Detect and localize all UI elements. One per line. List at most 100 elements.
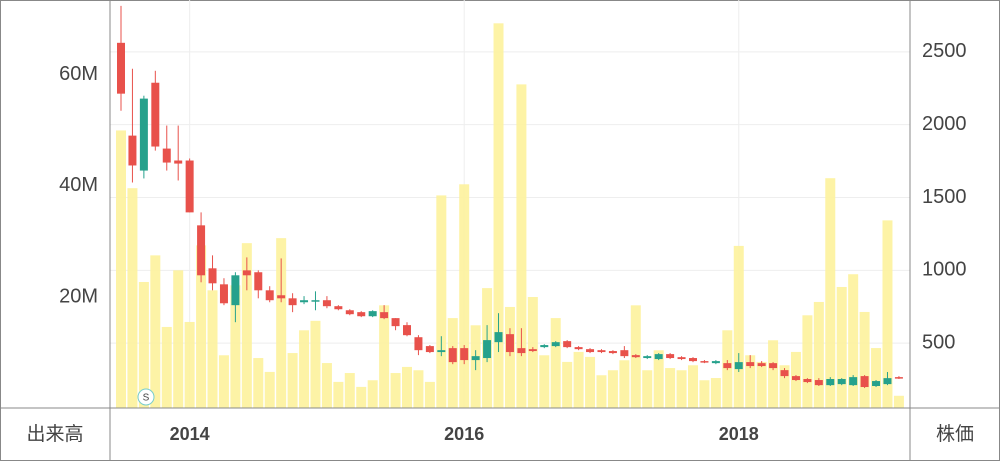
- marker-label: S: [143, 393, 150, 404]
- candle-body: [231, 275, 240, 306]
- candle-body: [746, 362, 755, 367]
- y2-tick-label: 2000: [922, 113, 967, 135]
- candle-body: [505, 334, 514, 353]
- candle-body: [540, 345, 549, 348]
- candle-body: [780, 370, 789, 377]
- candle-body: [483, 340, 492, 359]
- candle-body: [460, 348, 469, 361]
- volume-bar: [665, 368, 676, 408]
- volume-bar: [836, 286, 847, 408]
- volume-bar: [768, 340, 779, 408]
- volume-bar: [424, 381, 435, 408]
- candle-body: [254, 272, 263, 291]
- y-axis-label: 出来高: [26, 423, 83, 445]
- volume-bar: [367, 380, 378, 408]
- candle-body: [654, 354, 663, 360]
- candle-body: [219, 284, 228, 304]
- candle-body: [791, 376, 800, 381]
- volume-bar: [745, 355, 756, 408]
- volume-bar: [207, 290, 218, 408]
- volume-bar: [138, 281, 149, 408]
- volume-bar: [310, 320, 321, 408]
- candle-body: [242, 270, 251, 276]
- y-tick-label: 60M: [59, 63, 98, 85]
- volume-bar: [150, 255, 161, 408]
- volume-bar: [676, 370, 687, 408]
- volume-bar: [596, 375, 607, 408]
- y-tick-label: 40M: [59, 174, 98, 196]
- volume-bar: [562, 361, 573, 408]
- candle-body: [597, 350, 606, 353]
- volume-bar: [356, 386, 367, 408]
- candle-body: [757, 363, 766, 367]
- volume-bar: [344, 373, 355, 408]
- volume-bar: [550, 318, 561, 408]
- candle-body: [403, 325, 411, 336]
- candle-body: [574, 347, 583, 350]
- candle-body: [425, 346, 434, 353]
- volume-bar: [585, 356, 596, 408]
- volume-bar: [642, 370, 653, 408]
- candle-body: [265, 290, 274, 301]
- volume-bar: [516, 84, 527, 408]
- candle-body: [551, 342, 560, 347]
- candle-body: [689, 358, 697, 362]
- volume-bar: [184, 321, 195, 408]
- volume-bar: [321, 363, 332, 408]
- volume-bar: [264, 371, 275, 408]
- x-tick-label: 2014: [170, 424, 210, 444]
- labels: 20M 40M 60M 500 1000 1500 2000 2500 2014 2016 2018: [59, 40, 966, 444]
- volume-bar: [882, 220, 893, 408]
- volume-bar: [116, 130, 126, 408]
- candle-body: [185, 160, 194, 213]
- volume-bar: [802, 315, 813, 408]
- candle-body: [448, 348, 457, 363]
- candle-body: [288, 298, 297, 306]
- candle-body: [734, 362, 743, 370]
- volume-bar: [413, 370, 424, 408]
- x-tick-label: 2018: [719, 424, 759, 444]
- candle-body: [208, 268, 217, 284]
- candle-body: [677, 357, 686, 360]
- volume-bar: [241, 243, 252, 408]
- candle-body: [872, 381, 881, 387]
- candle-body: [517, 348, 526, 354]
- volume-bar: [710, 378, 721, 408]
- volume-bar: [527, 296, 538, 408]
- candle-body: [300, 300, 309, 303]
- volume-bar: [573, 351, 584, 408]
- candle-body: [860, 376, 869, 388]
- candle-body: [563, 341, 572, 348]
- candle-body: [117, 42, 125, 94]
- candle-body: [197, 225, 206, 276]
- volume-bar: [402, 366, 412, 408]
- candle-body: [643, 356, 652, 359]
- candle-body: [345, 310, 354, 315]
- volume-bar: [230, 285, 241, 408]
- candle-body: [139, 98, 148, 171]
- candle-body: [528, 349, 537, 352]
- candle-body: [174, 160, 183, 164]
- candle-body: [471, 356, 480, 361]
- candle-body: [128, 135, 137, 166]
- candle-body: [151, 82, 160, 147]
- volume-bar: [653, 350, 664, 408]
- volume-bar: [619, 360, 630, 408]
- volume-bar: [299, 330, 310, 408]
- candle-body: [277, 295, 286, 299]
- volume-bar: [756, 361, 767, 408]
- volume-bar: [253, 358, 264, 408]
- volume-bar: [333, 381, 344, 408]
- volume-bar: [127, 188, 138, 408]
- volume-bar: [893, 395, 904, 408]
- volume-bar: [218, 355, 229, 408]
- candle-body: [380, 312, 389, 319]
- marker-icon: [137, 388, 155, 406]
- candle-body: [711, 361, 720, 364]
- candle-body: [620, 350, 629, 357]
- volume-bar: [539, 355, 550, 408]
- volume-bar: [688, 365, 698, 408]
- volume-bar: [607, 370, 618, 408]
- candle-body: [311, 300, 320, 302]
